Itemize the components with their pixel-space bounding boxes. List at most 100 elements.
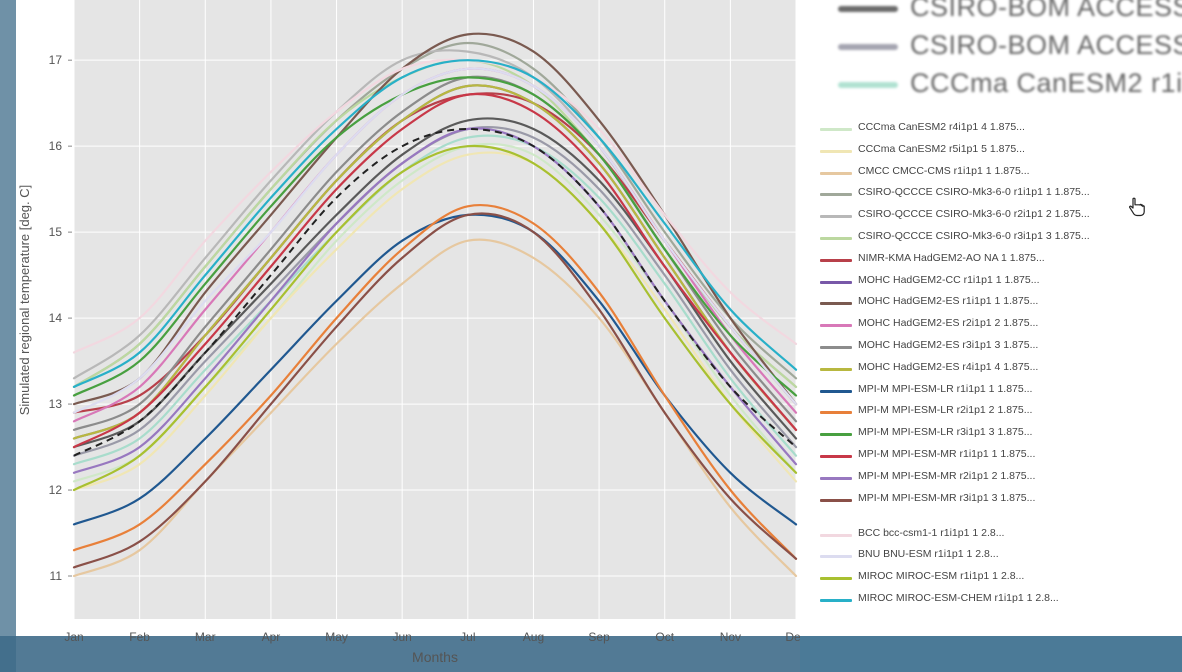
y-tick-label: 17 <box>49 53 63 67</box>
series-line-5 <box>72 151 798 492</box>
x-tick-label: Nov <box>720 630 741 644</box>
x-tick-label: Sep <box>588 630 610 644</box>
y-tick-label: 14 <box>49 311 63 325</box>
legend-item[interactable]: CSIRO-QCCCE CSIRO-Mk3-6-0 r1i1p1 1 1.875… <box>800 185 1180 202</box>
legend: CCCma CanESM2 r4i1p1 4 1.875... CCCma Can… <box>800 116 1182 636</box>
series-line-23 <box>72 67 798 414</box>
legend-swatch <box>820 171 852 175</box>
mean-line-group <box>73 127 797 457</box>
legend-label: CCCma CanESM2 r1i1 <box>910 68 1182 98</box>
legend-swatch <box>820 577 852 580</box>
series-line-16 <box>72 213 798 526</box>
legend-item[interactable]: NIMR-KMA HadGEM2-AO NA 1 1.875... <box>800 251 1180 268</box>
legend-label: NIMR-KMA HadGEM2-AO NA 1 1.875... <box>858 251 1045 264</box>
legend-item[interactable]: MPI-M MPI-ESM-MR r3i1p1 3 1.875... <box>800 491 1180 508</box>
legend-label: MPI-M MPI-ESM-MR r3i1p1 3 1.875... <box>858 491 1036 504</box>
legend-item[interactable]: CSIRO-QCCCE CSIRO-Mk3-6-0 r2i1p1 2 1.875… <box>800 207 1180 224</box>
legend-label: MPI-M MPI-ESM-MR r2i1p1 2 1.875... <box>858 469 1036 482</box>
y-axis-title: Simulated regional temperature [deg. C] <box>17 185 32 416</box>
legend-label: MPI-M MPI-ESM-LR r2i1p1 2 1.875... <box>858 404 1033 417</box>
legend-label: BCC bcc-csm1-1 r1i1p1 1 2.8... <box>858 527 1005 539</box>
legend-swatch <box>820 302 852 306</box>
legend-swatch <box>820 411 852 415</box>
y-tick-label: 13 <box>49 397 63 411</box>
legend-swatch <box>838 6 898 12</box>
legend-label: MOHC HadGEM2-ES r4i1p1 4 1.875... <box>858 360 1039 373</box>
hand-cursor-icon <box>1129 197 1145 217</box>
zoomed-legend-entry[interactable]: CSIRO-BOM ACCESS1 <box>800 0 1182 28</box>
legend-item[interactable]: CCCma CanESM2 r4i1p1 4 1.875... <box>800 120 1180 137</box>
y-tick-label: 16 <box>49 139 63 153</box>
y-tick-label: 11 <box>50 569 63 583</box>
legend-item[interactable]: CSIRO-QCCCE CSIRO-Mk3-6-0 r3i1p1 3 1.875… <box>800 229 1180 246</box>
series-line-19 <box>72 92 798 449</box>
zoomed-legend-entry[interactable]: CCCma CanESM2 r1i1 <box>800 68 1182 104</box>
legend-swatch <box>838 82 898 88</box>
legend-item[interactable]: MOHC HadGEM2-CC r1i1p1 1 1.875... <box>800 273 1180 290</box>
y-tick-label: 12 <box>49 483 63 497</box>
legend-item[interactable]: MPI-M MPI-ESM-LR r2i1p1 2 1.875... <box>800 403 1180 420</box>
legend-item[interactable]: MOHC HadGEM2-ES r3i1p1 3 1.875... <box>800 338 1180 355</box>
x-tick-label: Oct <box>655 630 674 644</box>
zoomed-legend-entry[interactable]: CSIRO-BOM ACCESS1 <box>800 30 1182 66</box>
legend-swatch <box>820 367 852 371</box>
legend-swatch <box>820 389 852 393</box>
legend-label: CSIRO-BOM ACCESS1 <box>910 0 1182 22</box>
x-axis-title: Months <box>412 649 458 665</box>
legend-swatch <box>820 346 852 349</box>
legend-swatch <box>820 237 852 240</box>
x-tick-label: Jun <box>393 630 412 644</box>
legend-item[interactable]: CMCC CMCC-CMS r1i1p1 1 1.875... <box>800 164 1180 181</box>
series-line-25 <box>72 59 798 388</box>
legend-item[interactable]: MOHC HadGEM2-ES r2i1p1 2 1.875... <box>800 316 1180 333</box>
legend-swatch <box>820 128 852 131</box>
x-tick-label: Jan <box>64 630 83 644</box>
legend-swatch <box>820 193 852 197</box>
legend-label: CSIRO-BOM ACCESS1 <box>910 30 1182 60</box>
legend-label: CCCma CanESM2 r4i1p1 4 1.875... <box>858 121 1025 133</box>
x-tick-label: Aug <box>523 630 544 644</box>
legend-item[interactable]: MOHC HadGEM2-ES r1i1p1 1 1.875... <box>800 294 1180 311</box>
legend-swatch <box>820 555 852 558</box>
legend-label: CMCC CMCC-CMS r1i1p1 1 1.875... <box>858 164 1030 177</box>
legend-item[interactable]: CCCma CanESM2 r5i1p1 5 1.875... <box>800 142 1180 159</box>
x-tick-label: Apr <box>262 630 281 644</box>
legend-item[interactable]: MIROC MIROC-ESM-CHEM r1i1p1 1 2.8... <box>800 591 1180 608</box>
legend-label: MPI-M MPI-ESM-MR r1i1p1 1 1.875... <box>858 448 1036 460</box>
legend-item[interactable]: MPI-M MPI-ESM-LR r3i1p1 3 1.875... <box>800 425 1180 442</box>
legend-swatch <box>820 324 852 328</box>
legend-label: MIROC MIROC-ESM-CHEM r1i1p1 1 2.8... <box>858 592 1059 604</box>
series-line-3 <box>72 134 798 466</box>
legend-label: CSIRO-QCCCE CSIRO-Mk3-6-0 r1i1p1 1 1.875… <box>858 186 1090 199</box>
legend-label: CSIRO-QCCCE CSIRO-Mk3-6-0 r2i1p1 2 1.875… <box>858 208 1090 221</box>
legend-swatch <box>820 433 852 437</box>
series-lines <box>72 32 798 578</box>
legend-swatch <box>820 599 852 602</box>
x-tick-label: Dec <box>785 630 800 644</box>
legend-swatch <box>820 149 852 153</box>
legend-item[interactable]: BNU BNU-ESM r1i1p1 1 2.8... <box>800 547 1180 564</box>
legend-swatch <box>820 476 852 480</box>
legend-item[interactable]: MPI-M MPI-ESM-MR r2i1p1 2 1.875... <box>800 469 1180 486</box>
series-line-12 <box>72 32 798 406</box>
legend-label: MOHC HadGEM2-CC r1i1p1 1 1.875... <box>858 273 1040 286</box>
y-axis-ticks: 11 12 13 14 15 16 17 <box>49 53 72 583</box>
legend-swatch <box>820 498 852 502</box>
legend-label: MPI-M MPI-ESM-LR r3i1p1 3 1.875... <box>858 426 1033 439</box>
legend-swatch <box>820 215 852 219</box>
legend-swatch <box>820 534 852 537</box>
legend-item[interactable]: MPI-M MPI-ESM-LR r1i1p1 1 1.875... <box>800 382 1180 399</box>
legend-item[interactable]: MPI-M MPI-ESM-MR r1i1p1 1 1.875... <box>800 447 1180 464</box>
legend-swatch <box>838 44 898 50</box>
legend-item[interactable]: MOHC HadGEM2-ES r4i1p1 4 1.875... <box>800 360 1180 377</box>
legend-item[interactable]: BCC bcc-csm1-1 r1i1p1 1 2.8... <box>800 526 1180 543</box>
series-line-22 <box>72 58 798 354</box>
legend-label: BNU BNU-ESM r1i1p1 1 2.8... <box>858 548 999 560</box>
series-line-20 <box>72 127 798 474</box>
legend-item[interactable]: MIROC MIROC-ESM r1i1p1 1 2.8... <box>800 569 1180 586</box>
legend-label: MPI-M MPI-ESM-LR r1i1p1 1 1.875... <box>858 382 1033 395</box>
x-tick-label: Feb <box>129 630 150 644</box>
x-axis-ticks: Jan Feb Mar Apr May Jun Jul Aug Sep Oct Nov Dec <box>64 630 800 644</box>
series-line-24 <box>72 144 798 492</box>
legend-swatch <box>820 258 852 262</box>
